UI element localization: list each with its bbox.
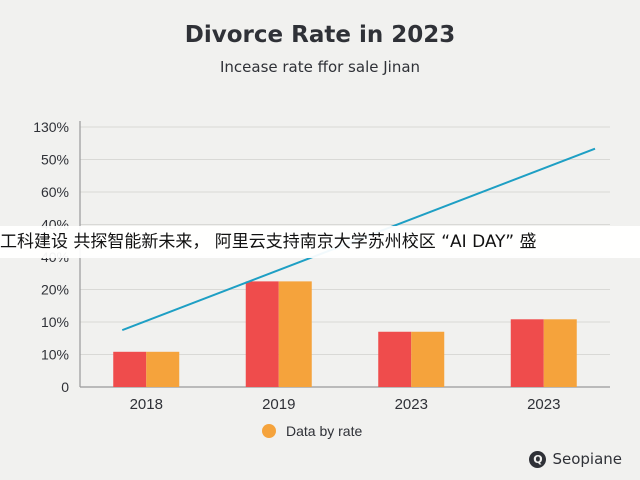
bar-left <box>113 351 147 387</box>
legend-swatch <box>262 424 276 438</box>
bar-right <box>411 331 445 387</box>
brand-name: Seopiane <box>552 450 622 468</box>
y-tick-label: 130% <box>33 119 69 135</box>
chart-title: Divorce Rate in 2023 <box>184 22 456 48</box>
chart-subtitle: Incease rate ffor sale Jinan <box>219 58 421 76</box>
x-tick-label: 2023 <box>527 396 560 413</box>
y-tick-label: 10% <box>41 314 69 330</box>
bar-left <box>245 281 279 387</box>
brand-logo-icon: Q <box>529 450 547 468</box>
x-tick-label: 2019 <box>262 396 295 413</box>
legend-label: Data by rate <box>286 423 363 439</box>
bar-right <box>278 281 312 387</box>
chart-legend: Data by rate <box>262 423 362 439</box>
x-tick-label: 2018 <box>130 396 163 413</box>
y-tick-label: 0 <box>61 379 69 395</box>
x-tick-label: 2023 <box>395 396 428 413</box>
brand-watermark: Q Seopiane <box>529 450 622 468</box>
bar-right <box>543 319 577 387</box>
bar-left <box>378 331 412 387</box>
bar-left <box>510 319 544 387</box>
overlay-caption-banner: 工科建设 共探智能新未来， 阿里云支持南京大学苏州校区 “AI DAY” 盛 <box>0 226 640 258</box>
bar-right <box>146 351 180 387</box>
y-tick-label: 20% <box>41 282 69 298</box>
y-tick-label: 10% <box>41 347 69 363</box>
y-tick-label: 60% <box>41 184 69 200</box>
y-tick-label: 50% <box>41 152 69 168</box>
